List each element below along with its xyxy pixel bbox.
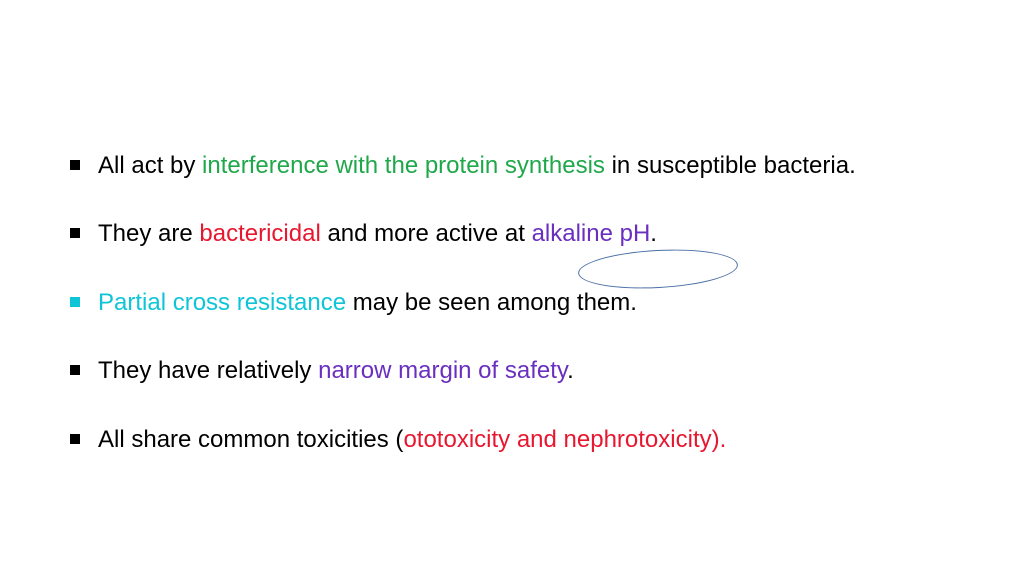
bullet-marker-icon <box>70 297 80 307</box>
text-segment: Partial cross resistance <box>98 289 353 316</box>
bullet-marker-icon <box>70 228 80 238</box>
text-segment: All act by <box>98 152 202 179</box>
bullet-item: They have relatively narrow margin of sa… <box>70 355 954 387</box>
bullet-marker-icon <box>70 160 80 170</box>
text-segment: All share common toxicities ( <box>98 426 403 453</box>
text-segment: narrow margin of safety <box>318 357 567 384</box>
bullet-text: All act by interference with the protein… <box>98 150 856 182</box>
bullet-marker-icon <box>70 434 80 444</box>
bullet-text: Partial cross resistance may be seen amo… <box>98 287 637 319</box>
text-segment: bactericidal <box>199 220 327 247</box>
text-segment: ototoxicity and nephrotoxicity). <box>403 426 726 453</box>
bullet-text: They have relatively narrow margin of sa… <box>98 355 574 387</box>
bullet-item: All act by interference with the protein… <box>70 150 954 182</box>
bullet-item: Partial cross resistance may be seen amo… <box>70 287 954 319</box>
text-segment: and more active at <box>327 220 531 247</box>
text-segment: may be seen among them. <box>353 289 637 316</box>
text-segment: . <box>650 220 657 247</box>
slide: All act by interference with the protein… <box>0 0 1024 576</box>
text-segment: . <box>567 357 574 384</box>
text-segment: They are <box>98 220 199 247</box>
bullet-text: All share common toxicities (ototoxicity… <box>98 424 726 456</box>
bullet-item: All share common toxicities (ototoxicity… <box>70 424 954 456</box>
bullet-marker-icon <box>70 365 80 375</box>
text-segment: alkaline pH <box>532 220 651 247</box>
ellipse-annotation <box>577 246 739 292</box>
bullet-item: They are bactericidal and more active at… <box>70 218 954 250</box>
text-segment: They have relatively <box>98 357 318 384</box>
text-segment: interference with the protein synthesis <box>202 152 612 179</box>
text-segment: in susceptible bacteria. <box>612 152 856 179</box>
bullet-text: They are bactericidal and more active at… <box>98 218 657 250</box>
